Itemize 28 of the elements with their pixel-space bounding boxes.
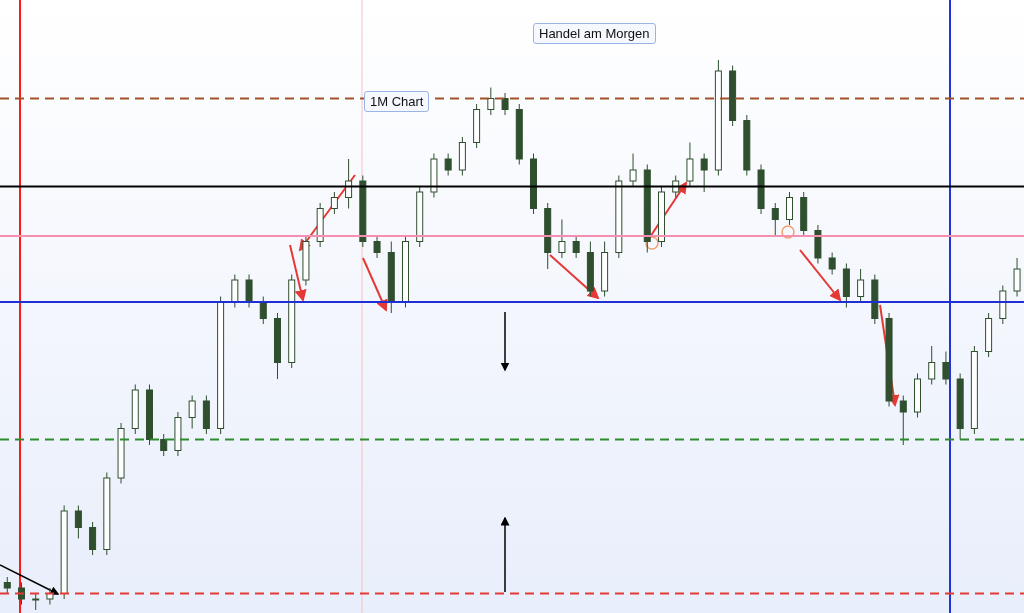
candlestick [487,87,495,116]
candlestick [828,252,836,275]
candlestick [629,153,637,187]
candlestick [74,505,82,539]
candlestick [1013,257,1021,297]
candlestick [373,235,381,259]
candlestick [572,235,580,259]
candlestick [330,191,338,215]
candlestick [686,142,694,187]
candlestick [89,521,97,556]
candlestick [700,153,708,193]
candlestick [771,202,779,237]
candlestick [188,395,196,429]
candlestick [928,345,936,385]
candlestick [231,274,239,308]
candlestick [444,153,452,176]
candlestick [345,158,353,209]
candlestick [899,395,907,446]
candlestick [558,219,566,259]
candlestick [501,92,509,116]
candlestick [160,433,168,457]
candlestick [785,191,793,226]
annotation: 1M Chart [364,91,430,112]
candlestick [259,296,267,325]
text: Handel am Morgen [533,23,656,44]
candlestick [245,274,253,308]
candlestick [857,268,865,303]
candlestick [942,351,950,385]
